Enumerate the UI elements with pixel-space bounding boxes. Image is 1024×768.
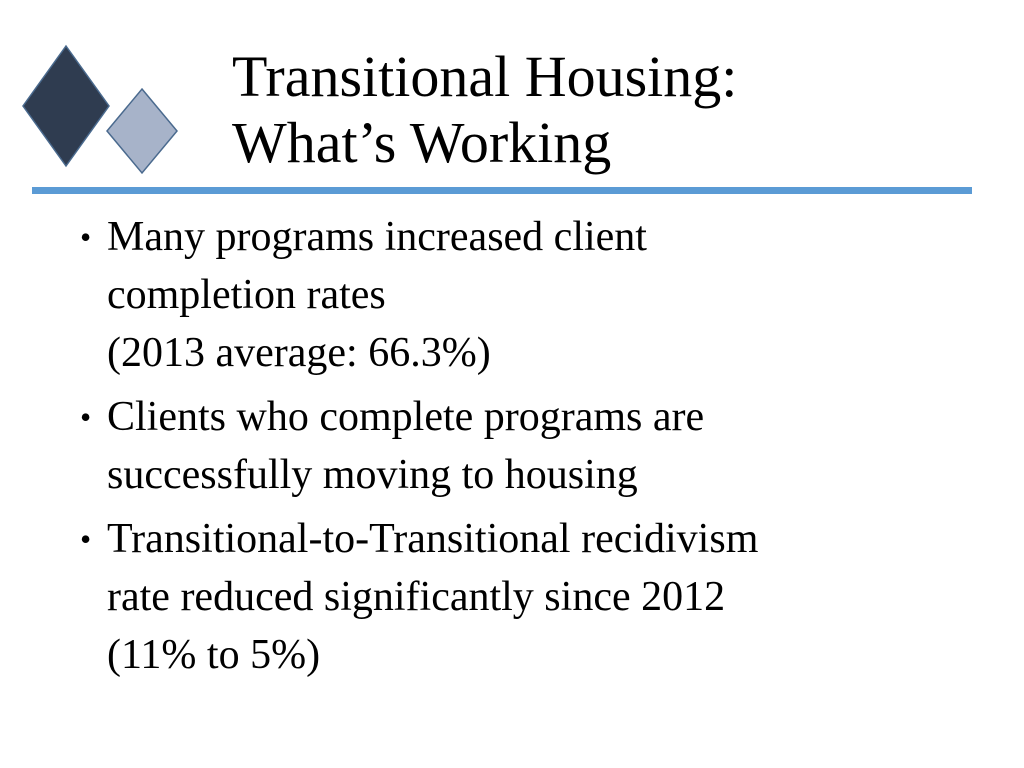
bullet-marker: • [80, 219, 92, 255]
bullet-text-line: Clients who complete programs are [107, 394, 705, 440]
bullet-text-line: rate reduced significantly since 2012 [107, 574, 726, 620]
bullet-text-line: (2013 average: 66.3%) [107, 330, 491, 376]
bullet-text-line: completion rates [107, 272, 386, 318]
bullet-marker: • [80, 521, 92, 557]
bullet-item: • Transitional-to-Transitional recidivis… [80, 510, 980, 684]
dark-diamond-icon [22, 44, 110, 168]
slide-title: Transitional Housing: What’s Working [232, 44, 738, 175]
bullet-text-line: (11% to 5%) [107, 632, 321, 678]
bullet-text-line: successfully moving to housing [107, 452, 638, 498]
bullet-item: • Clients who complete programs are succ… [80, 388, 980, 504]
bullet-list: • Many programs increased client complet… [80, 208, 980, 690]
bullet-marker: • [80, 399, 92, 435]
bullet-item: • Many programs increased client complet… [80, 208, 980, 382]
light-diamond-icon [106, 87, 178, 175]
title-divider [32, 187, 972, 194]
bullet-text-line: Transitional-to-Transitional recidivism [107, 516, 759, 562]
diamond-decoration [22, 44, 178, 175]
bullet-text-line: Many programs increased client [107, 214, 647, 260]
